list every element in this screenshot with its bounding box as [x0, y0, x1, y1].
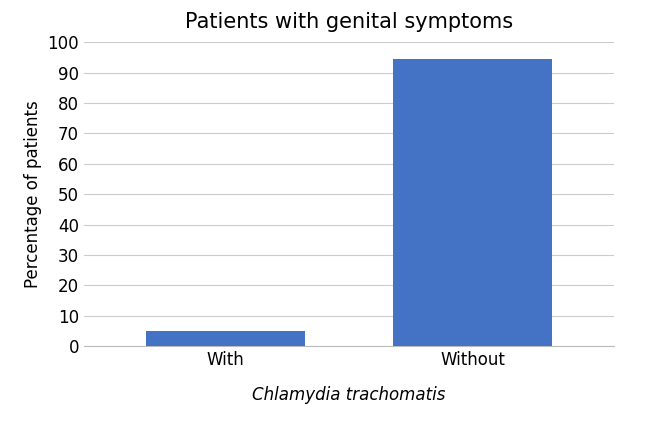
Bar [146, 331, 305, 346]
Bar [393, 59, 552, 346]
Y-axis label: Percentage of patients: Percentage of patients [24, 100, 42, 288]
Title: Patients with genital symptoms: Patients with genital symptoms [185, 12, 513, 32]
X-axis label: Chlamydia trachomatis: Chlamydia trachomatis [252, 386, 446, 403]
